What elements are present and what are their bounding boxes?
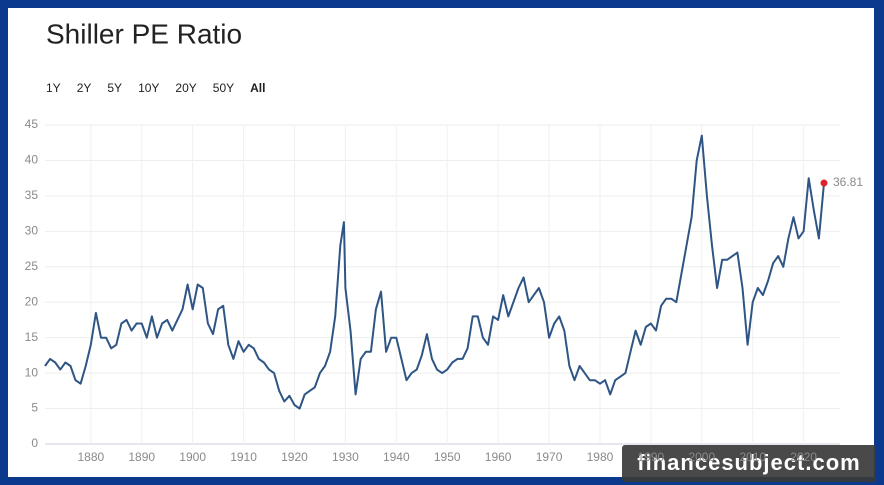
x-tick-label: 1880 — [77, 450, 104, 464]
x-tick-label: 1940 — [383, 450, 410, 464]
range-button[interactable]: 20Y — [175, 81, 196, 95]
range-button[interactable]: 1Y — [46, 81, 61, 95]
watermark-box — [622, 445, 876, 482]
x-tick-label: 1900 — [179, 450, 206, 464]
range-button[interactable]: 5Y — [107, 81, 122, 95]
y-tick-label: 0 — [31, 436, 38, 450]
x-tick-label: 1930 — [332, 450, 359, 464]
y-tick-label: 15 — [25, 330, 39, 344]
y-tick-label: 5 — [31, 401, 38, 415]
x-tick-label: 2000 — [688, 450, 715, 464]
x-tick-label: 1960 — [485, 450, 512, 464]
x-tick-label: 1990 — [638, 450, 665, 464]
last-point — [820, 179, 828, 187]
x-tick-label: 1980 — [587, 450, 614, 464]
y-tick-label: 20 — [25, 294, 39, 308]
frame — [8, 8, 874, 477]
x-tick-label: 1920 — [281, 450, 308, 464]
x-tick-label: 1890 — [128, 450, 155, 464]
y-tick-label: 25 — [25, 259, 39, 273]
x-tick-label: 1970 — [536, 450, 563, 464]
y-tick-label: 40 — [25, 153, 39, 167]
y-tick-label: 45 — [25, 117, 39, 131]
range-button[interactable]: All — [250, 81, 265, 95]
y-tick-label: 30 — [25, 224, 39, 238]
range-button[interactable]: 10Y — [138, 81, 159, 95]
x-tick-label: 2010 — [739, 450, 766, 464]
x-tick-label: 1950 — [434, 450, 461, 464]
last-value-label: 36.81 — [833, 175, 863, 189]
watermark: financesubject.com — [637, 450, 860, 475]
line — [44, 134, 825, 410]
range-button[interactable]: 2Y — [77, 81, 92, 95]
y-tick-label: 35 — [25, 188, 39, 202]
x-tick-label: 1910 — [230, 450, 257, 464]
x-tick-label: 2020 — [790, 450, 817, 464]
chart-title: Shiller PE Ratio — [46, 18, 242, 49]
range-button[interactable]: 50Y — [213, 81, 234, 95]
y-tick-label: 10 — [25, 365, 39, 379]
